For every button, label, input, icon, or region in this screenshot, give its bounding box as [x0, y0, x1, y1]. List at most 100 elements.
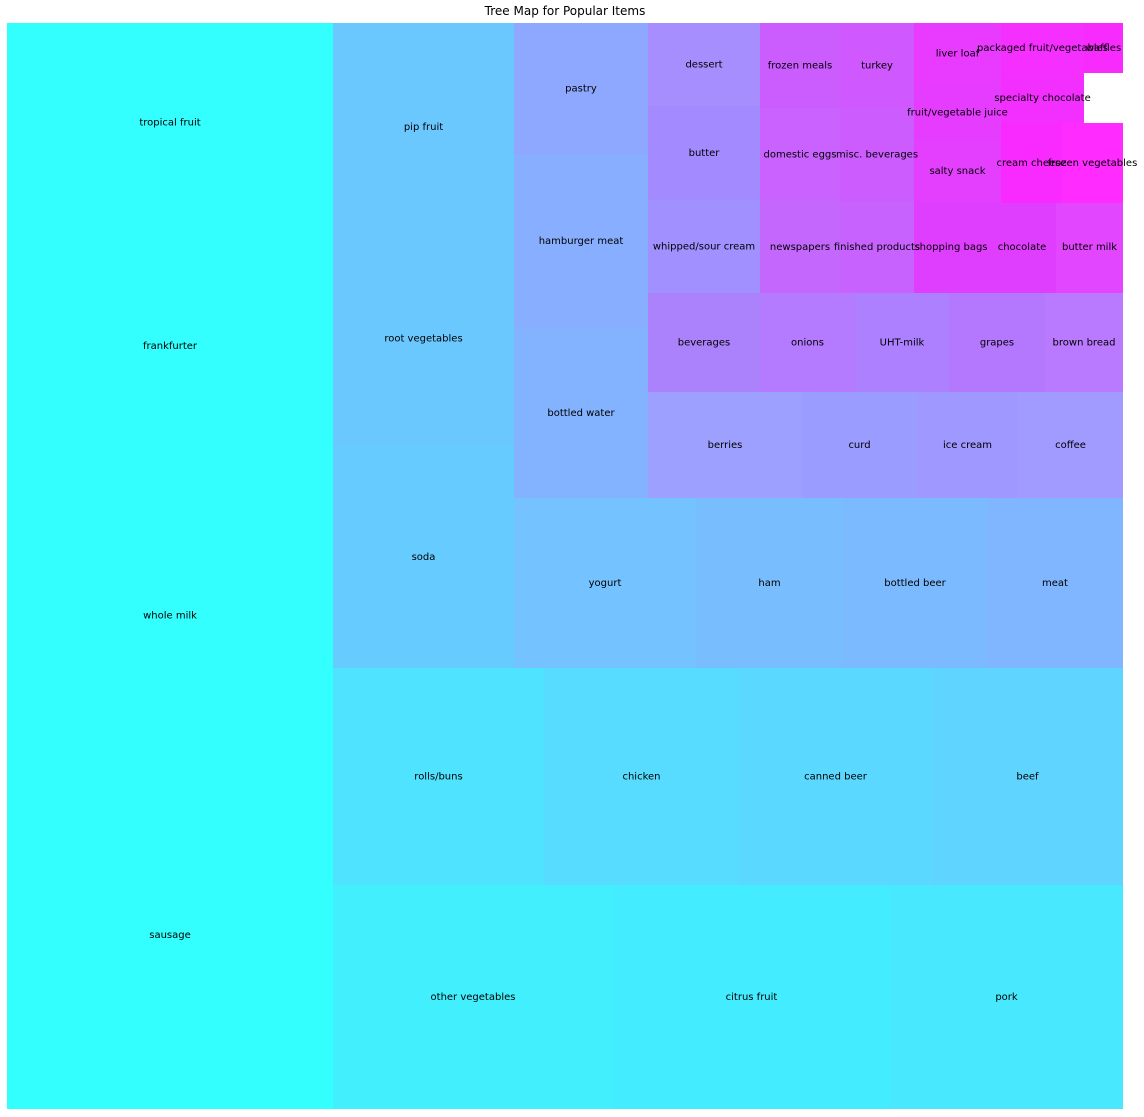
tile-berries	[648, 392, 802, 498]
tile-label-dessert: dessert	[685, 60, 722, 71]
tile-uht-milk	[855, 293, 949, 392]
tile-hamburger-meat	[514, 154, 648, 328]
tile-whipped-sour-cream	[648, 200, 760, 293]
tile-label-frankfurter: frankfurter	[143, 341, 198, 352]
tile-label-cream-cheese: cream cheese	[996, 158, 1066, 169]
tile-newspapers	[760, 201, 840, 293]
chart-title: Tree Map for Popular Items	[484, 4, 646, 18]
tile-label-citrus-fruit: citrus fruit	[726, 992, 778, 1003]
tile-label-turkey: turkey	[861, 61, 893, 72]
tile-label-pork: pork	[995, 992, 1018, 1003]
tile-frankfurter	[7, 222, 333, 470]
tile-soda	[333, 446, 514, 668]
tile-cream-cheese	[1001, 123, 1062, 203]
tile-coffee	[1018, 392, 1123, 498]
tile-label-finished-products: finished products	[834, 242, 920, 253]
tile-turkey	[840, 23, 914, 108]
tile-label-pastry: pastry	[565, 84, 597, 95]
tile-tropical-fruit	[7, 23, 333, 222]
tile-salty-snack	[914, 141, 1001, 201]
tile-grapes	[949, 293, 1045, 392]
tile-label-frozen-meals: frozen meals	[768, 61, 832, 72]
tile-beef	[932, 668, 1123, 885]
tile-specialty-chocolate	[1001, 73, 1084, 123]
tile-label-yogurt: yogurt	[589, 578, 622, 589]
tile-pork	[890, 885, 1123, 1109]
tile-citrus-fruit	[613, 885, 890, 1109]
tile-label-domestic-eggs: domestic eggs	[763, 150, 836, 161]
tile-waffles	[1084, 23, 1123, 73]
tile-label-chicken: chicken	[622, 772, 660, 783]
tile-domestic-eggs	[760, 108, 840, 201]
tile-ham	[696, 498, 843, 668]
tile-label-bottled-beer: bottled beer	[884, 578, 946, 589]
tile-pastry	[514, 23, 648, 154]
tile-frozen-meals	[760, 23, 840, 108]
tile-label-soda: soda	[412, 552, 436, 563]
tile-label-whole-milk: whole milk	[143, 611, 197, 622]
tile-label-misc-beverages: misc. beverages	[836, 150, 918, 161]
tile-frozen-vegetables	[1062, 123, 1123, 203]
tile-other-vegetables	[333, 885, 613, 1109]
tile-chicken	[544, 668, 739, 885]
tile-label-curd: curd	[848, 440, 870, 451]
tile-packaged-fruit-vegetables	[1001, 23, 1084, 73]
tile-label-beverages: beverages	[678, 338, 731, 349]
tile-meat	[987, 498, 1123, 668]
tile-root-vegetables	[333, 231, 514, 446]
tile-label-sausage: sausage	[149, 930, 191, 941]
tile-butter	[648, 106, 760, 200]
tile-label-ice-cream: ice cream	[943, 440, 992, 451]
tile-label-ham: ham	[758, 578, 780, 589]
tile-sausage	[7, 761, 333, 1109]
tile-label-whipped-sour-cream: whipped/sour cream	[653, 242, 755, 253]
tile-bottled-beer	[843, 498, 987, 668]
tile-label-tropical-fruit: tropical fruit	[139, 118, 200, 129]
tile-chocolate	[988, 201, 1056, 293]
tile-label-bottled-water: bottled water	[547, 408, 615, 419]
tile-label-berries: berries	[708, 440, 743, 451]
tile-label-beef: beef	[1016, 772, 1039, 783]
tile-onions	[760, 293, 855, 392]
tile-label-meat: meat	[1042, 578, 1068, 589]
tile-label-canned-beer: canned beer	[804, 772, 868, 783]
tile-label-coffee: coffee	[1055, 440, 1086, 451]
tile-canned-beer	[739, 668, 932, 885]
tile-label-fruit-vegetable-juice: fruit/vegetable juice	[907, 108, 1008, 119]
tile-whole-milk	[7, 470, 333, 761]
tile-brown-bread	[1045, 293, 1123, 392]
tile-beverages	[648, 293, 760, 392]
tile-dessert	[648, 23, 760, 106]
tile-label-newspapers: newspapers	[770, 242, 830, 253]
tile-bottled-water	[514, 328, 648, 498]
tile-label-packaged-fruit-vegetables: packaged fruit/vegetables	[977, 43, 1108, 54]
tile-label-frozen-vegetables: frozen vegetables	[1048, 158, 1138, 169]
tile-ice-cream	[917, 392, 1018, 498]
tile-label-root-vegetables: root vegetables	[384, 334, 462, 345]
tile-label-onions: onions	[791, 338, 824, 349]
tile-liver-loaf	[914, 23, 1001, 84]
tile-label-liver-loaf: liver loaf	[936, 49, 980, 60]
tile-finished-products	[840, 201, 914, 293]
tile-label-hamburger-meat: hamburger meat	[539, 236, 624, 247]
tile-curd	[802, 392, 917, 498]
tile-fruit-vegetable-juice	[914, 84, 1001, 141]
tile-yogurt	[514, 498, 696, 668]
tile-label-butter: butter	[689, 148, 721, 159]
tile-label-waffles: waffles	[1086, 43, 1121, 54]
tile-shopping-bags	[914, 201, 988, 293]
tile-butter-milk	[1056, 201, 1123, 293]
tile-label-other-vegetables: other vegetables	[431, 992, 516, 1003]
tile-label-salty-snack: salty snack	[929, 166, 985, 177]
tile-pip-fruit	[333, 23, 514, 231]
tile-label-butter-milk: butter milk	[1062, 242, 1117, 253]
tile-label-brown-bread: brown bread	[1053, 338, 1116, 349]
tile-label-shopping-bags: shopping bags	[914, 242, 987, 253]
tile-label-grapes: grapes	[980, 338, 1014, 349]
tile-label-rolls-buns: rolls/buns	[414, 772, 462, 783]
tile-label-uht-milk: UHT-milk	[880, 338, 925, 349]
tile-label-pip-fruit: pip fruit	[404, 122, 443, 133]
tile-label-specialty-chocolate: specialty chocolate	[994, 93, 1090, 104]
tile-misc-beverages	[840, 108, 914, 201]
